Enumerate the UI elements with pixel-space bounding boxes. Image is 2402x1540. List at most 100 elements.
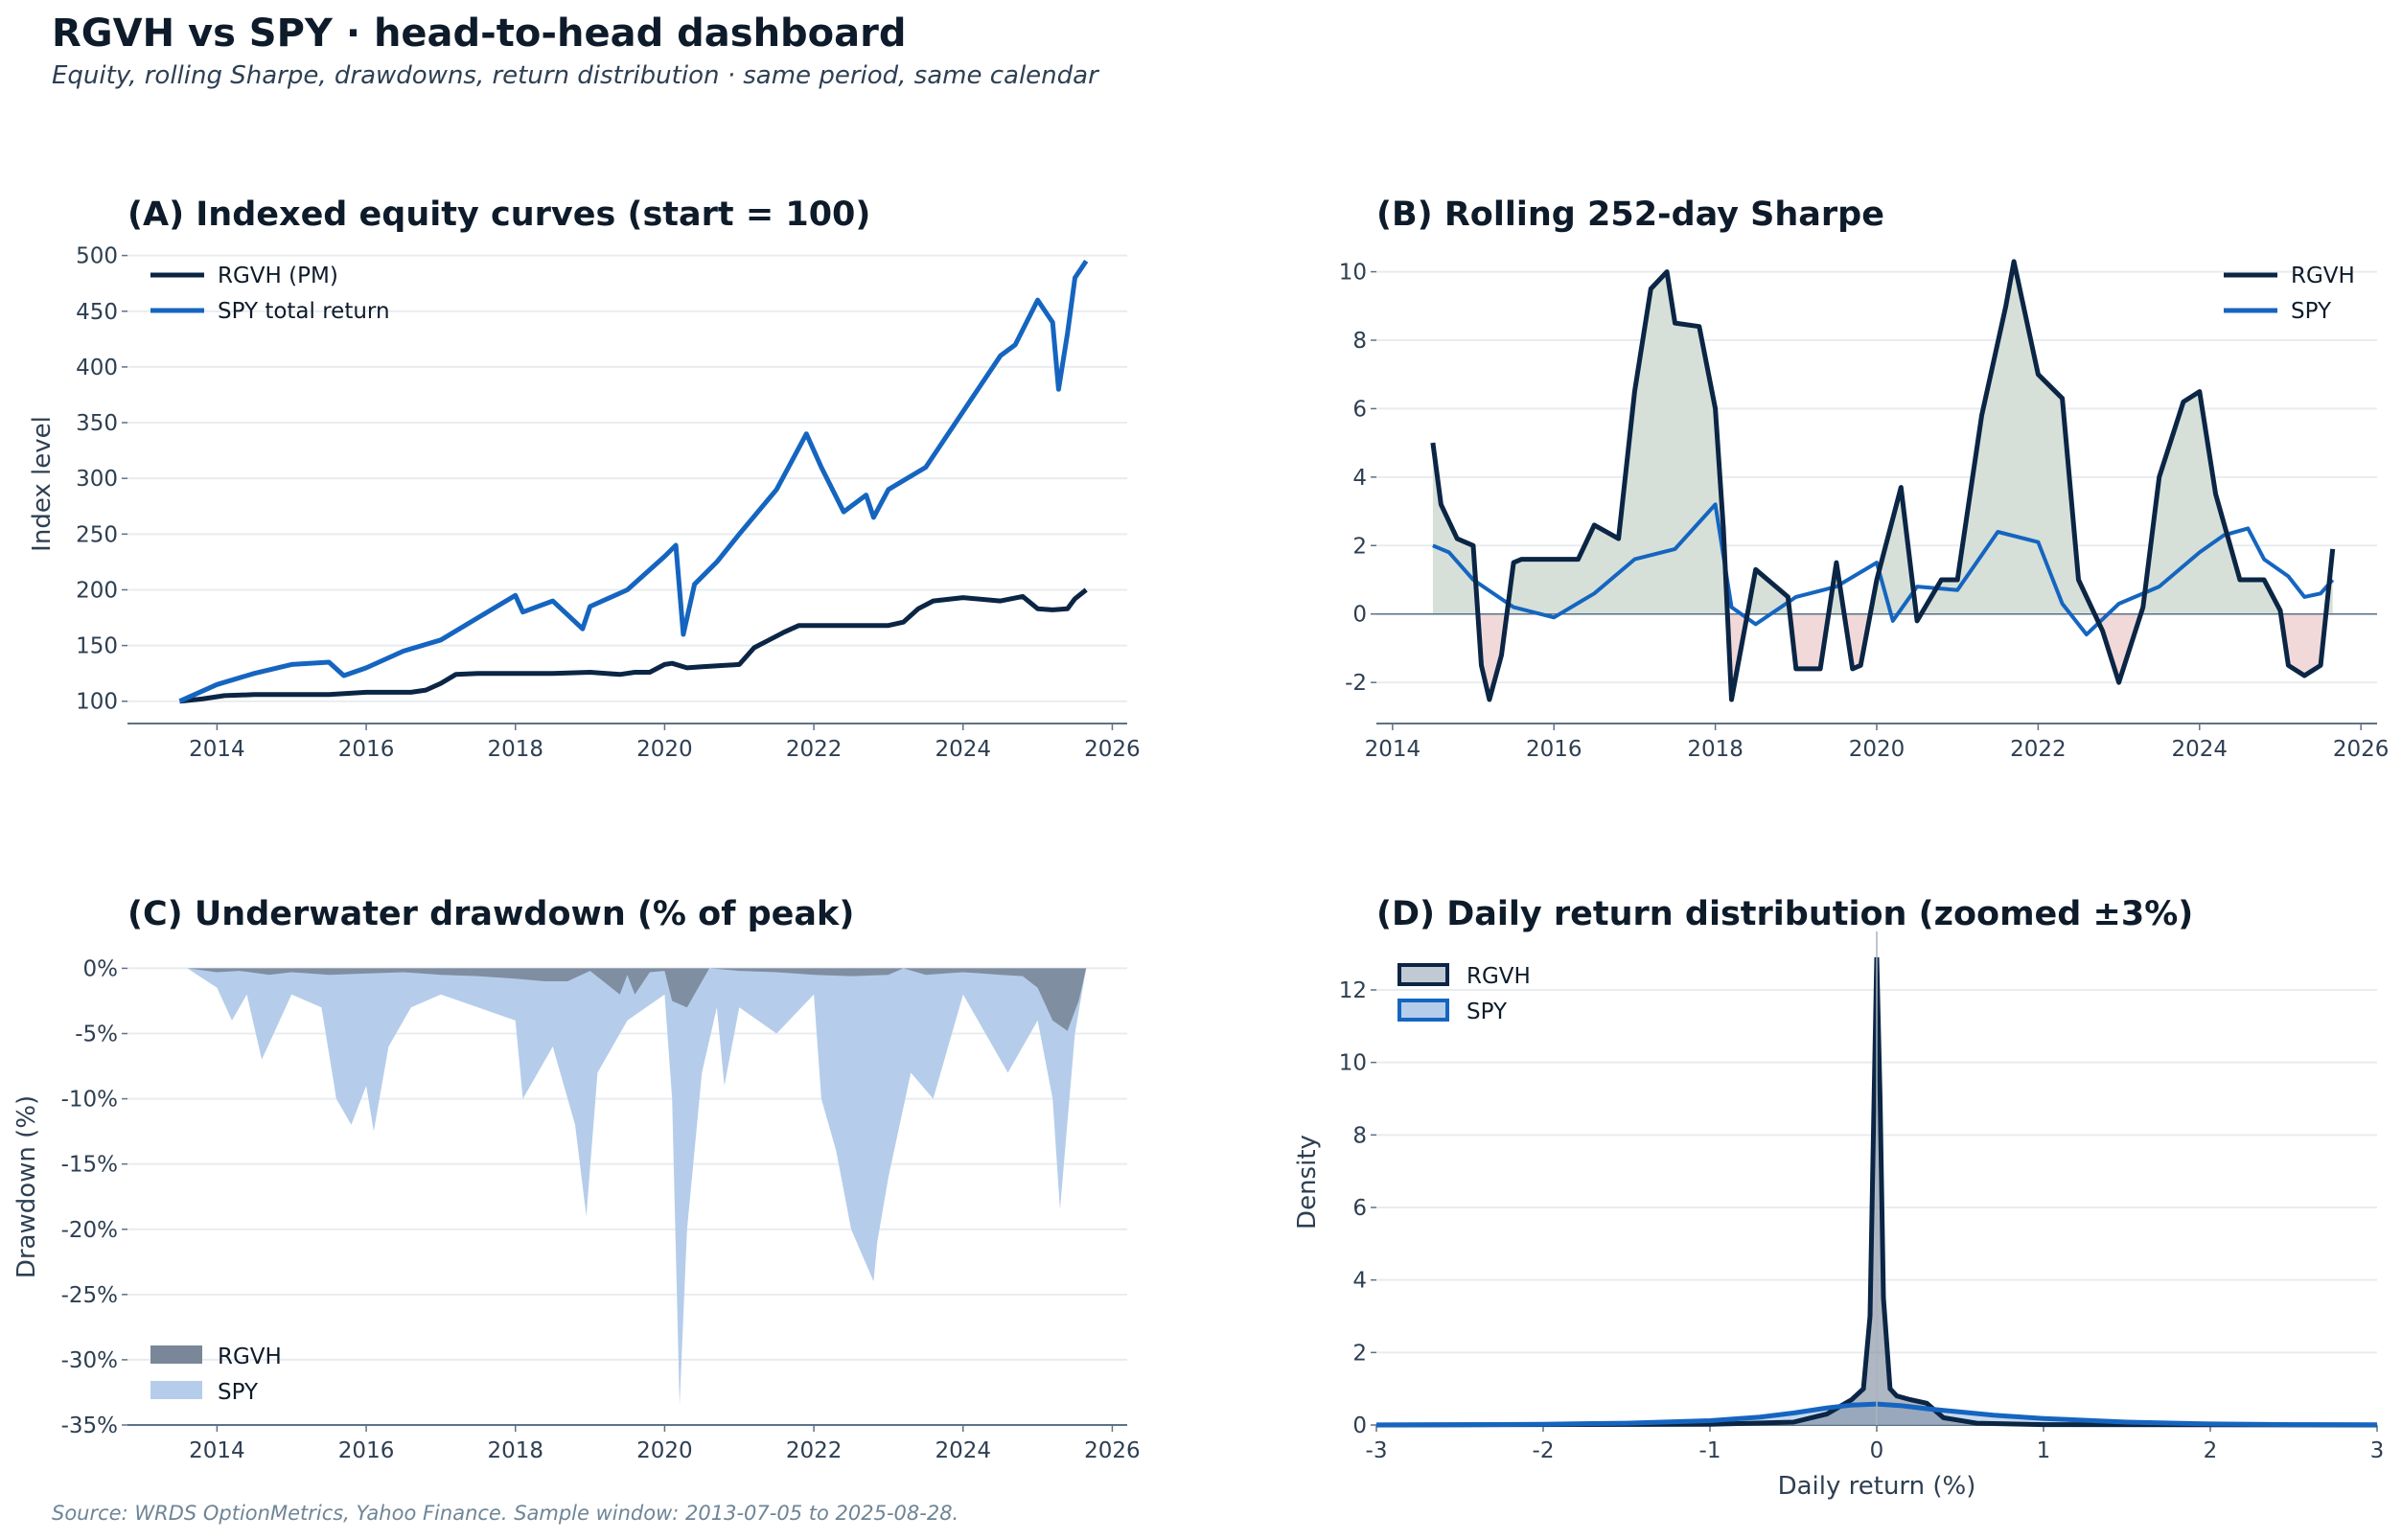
legend-label: SPY bbox=[1467, 1000, 1508, 1024]
x-tick-label: 2018 bbox=[1687, 737, 1744, 762]
x-tick-label: -1 bbox=[1699, 1438, 1721, 1463]
dashboard-subtitle: Equity, rolling Sharpe, drawdowns, retur… bbox=[52, 61, 1098, 90]
y-axis-label: Index level bbox=[28, 416, 57, 552]
x-tick-label: 2024 bbox=[935, 1438, 991, 1463]
panel-a: (A) Indexed equity curves (start = 100) 1… bbox=[28, 195, 1141, 762]
positive-sharpe-area bbox=[2140, 391, 2281, 614]
dashboard-title: RGVH vs SPY · head-to-head dashboard bbox=[52, 11, 907, 56]
y-axis-label: Density bbox=[1293, 1135, 1322, 1230]
x-tick-label: 2 bbox=[2204, 1438, 2218, 1463]
y-tick-label: 10 bbox=[1339, 1051, 1367, 1076]
y-tick-label: 400 bbox=[76, 356, 118, 380]
legend-label: RGVH bbox=[218, 1345, 282, 1369]
x-tick-label: 2016 bbox=[1526, 737, 1582, 762]
positive-sharpe-area bbox=[1921, 261, 2095, 614]
y-axis-label: Drawdown (%) bbox=[12, 1095, 41, 1278]
y-tick-label: 4 bbox=[1352, 466, 1367, 491]
legend-label: SPY bbox=[218, 1380, 259, 1405]
y-tick-label: -35% bbox=[61, 1414, 118, 1438]
x-tick-label: -3 bbox=[1366, 1438, 1388, 1463]
y-tick-label: 0 bbox=[1352, 1414, 1367, 1438]
x-tick-label: 2024 bbox=[2172, 737, 2229, 762]
y-tick-label: -15% bbox=[61, 1153, 118, 1178]
series-line-rgvh bbox=[179, 587, 1088, 704]
x-tick-label: 2022 bbox=[786, 737, 843, 762]
y-tick-label: 8 bbox=[1352, 329, 1367, 354]
panel-title: (B) Rolling 252-day Sharpe bbox=[1376, 195, 1884, 234]
legend-label: SPY bbox=[2291, 299, 2332, 324]
x-tick-label: 2014 bbox=[1365, 737, 1421, 762]
x-tick-label: 2018 bbox=[487, 737, 543, 762]
y-tick-label: 0 bbox=[1352, 603, 1367, 628]
y-tick-label: 500 bbox=[76, 244, 118, 269]
x-tick-label: 2026 bbox=[2333, 737, 2390, 762]
panel-title: (D) Daily return distribution (zoomed ±3… bbox=[1376, 895, 2193, 933]
y-tick-label: 8 bbox=[1352, 1123, 1367, 1148]
y-tick-label: -20% bbox=[61, 1218, 118, 1243]
x-tick-label: 2018 bbox=[487, 1438, 543, 1463]
panel-c: (C) Underwater drawdown (% of peak) 0% -5%… bbox=[12, 895, 1141, 1463]
panel-d: (D) Daily return distribution (zoomed ±3… bbox=[1293, 895, 2384, 1501]
positive-sharpe-area bbox=[1747, 569, 1790, 614]
x-tick-label: 2014 bbox=[189, 1438, 245, 1463]
x-tick-label: 2020 bbox=[1849, 737, 1905, 762]
y-tick-label: 100 bbox=[76, 690, 118, 715]
x-axis-label: Daily return (%) bbox=[1778, 1472, 1976, 1501]
y-tick-label: -30% bbox=[61, 1348, 118, 1373]
legend-label: RGVH (PM) bbox=[218, 264, 338, 288]
x-tick-label: 2026 bbox=[1084, 1438, 1141, 1463]
x-tick-label: 2024 bbox=[935, 737, 991, 762]
y-tick-label: 6 bbox=[1352, 1196, 1367, 1221]
x-tick-label: 2022 bbox=[2010, 737, 2067, 762]
x-tick-label: 0 bbox=[1870, 1438, 1884, 1463]
y-tick-label: 150 bbox=[76, 634, 118, 659]
x-tick-label: 2020 bbox=[636, 1438, 693, 1463]
drawdown-area-spy bbox=[187, 968, 1087, 1406]
y-tick-label: 450 bbox=[76, 300, 118, 325]
x-tick-label: 2026 bbox=[1084, 737, 1141, 762]
legend-swatch bbox=[150, 1381, 202, 1399]
y-tick-label: 4 bbox=[1352, 1269, 1367, 1294]
y-tick-label: 6 bbox=[1352, 397, 1367, 422]
y-tick-label: -5% bbox=[75, 1023, 118, 1047]
x-tick-label: 2014 bbox=[189, 737, 245, 762]
x-tick-label: -2 bbox=[1533, 1438, 1555, 1463]
legend-swatch bbox=[150, 1345, 202, 1364]
y-tick-label: -10% bbox=[61, 1088, 118, 1113]
positive-sharpe-area bbox=[1507, 271, 1728, 614]
x-tick-label: 2022 bbox=[786, 1438, 843, 1463]
y-tick-label: -2 bbox=[1345, 671, 1367, 696]
legend-label: RGVH bbox=[2291, 264, 2355, 288]
legend-swatch bbox=[1397, 963, 1449, 986]
legend-swatch bbox=[1397, 999, 1449, 1022]
x-tick-label: 3 bbox=[2370, 1438, 2385, 1463]
series-line-spy bbox=[178, 260, 1089, 703]
y-tick-label: 10 bbox=[1339, 261, 1367, 286]
negative-sharpe-area bbox=[2280, 613, 2326, 676]
y-tick-label: 0% bbox=[83, 956, 119, 981]
x-tick-label: 1 bbox=[2037, 1438, 2051, 1463]
density-line-rgvh bbox=[1375, 956, 2378, 1428]
negative-sharpe-area bbox=[2094, 613, 2141, 683]
drawdown-area-rgvh bbox=[187, 968, 1087, 1031]
panel-title: (A) Indexed equity curves (start = 100) bbox=[127, 195, 870, 234]
series-line-spy bbox=[1432, 502, 2335, 637]
y-tick-label: 350 bbox=[76, 411, 118, 436]
y-tick-label: 2 bbox=[1352, 1341, 1367, 1366]
y-tick-label: 12 bbox=[1339, 978, 1367, 1003]
series-line-rgvh bbox=[1430, 259, 2336, 702]
x-tick-label: 2016 bbox=[338, 737, 395, 762]
x-tick-label: 2020 bbox=[636, 737, 693, 762]
panel-title: (C) Underwater drawdown (% of peak) bbox=[127, 895, 854, 933]
source-footnote: Source: WRDS OptionMetrics, Yahoo Financ… bbox=[52, 1502, 959, 1525]
panel-b: (B) Rolling 252-day Sharpe -2 0 2 4 6 8 10 2014 2… bbox=[1339, 195, 2390, 762]
positive-sharpe-area bbox=[1432, 443, 1478, 614]
x-tick-label: 2016 bbox=[338, 1438, 395, 1463]
legend-label: RGVH bbox=[1467, 964, 1531, 989]
y-tick-label: -25% bbox=[61, 1283, 118, 1308]
y-tick-label: 250 bbox=[76, 522, 118, 547]
negative-sharpe-area bbox=[1790, 613, 1829, 669]
y-tick-label: 2 bbox=[1352, 534, 1367, 559]
legend-label: SPY total return bbox=[218, 299, 390, 324]
